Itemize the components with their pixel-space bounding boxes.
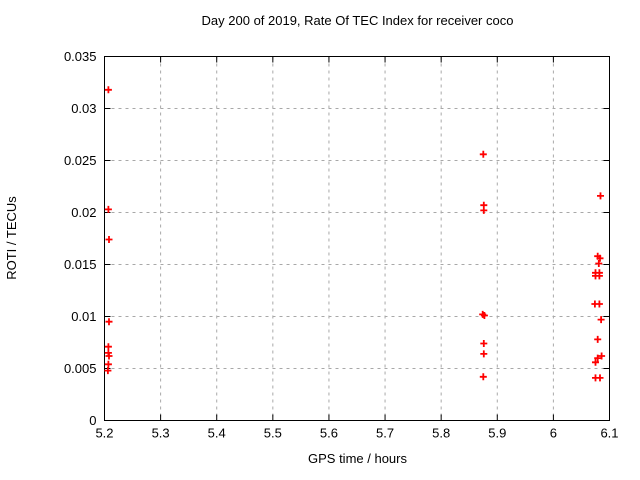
x-tick-label: 5.3 — [152, 426, 170, 441]
y-tick-label: 0 — [89, 413, 96, 428]
chart-title: Day 200 of 2019, Rate Of TEC Index for r… — [201, 13, 514, 28]
y-tick-label: 0.025 — [64, 153, 97, 168]
plot-border — [104, 56, 610, 421]
x-tick-label: 6 — [550, 426, 557, 441]
x-tick-label: 5.5 — [264, 426, 282, 441]
y-tick-label: 0.02 — [71, 205, 96, 220]
y-tick-label: 0.01 — [71, 309, 96, 324]
x-tick-label: 5.6 — [320, 426, 338, 441]
x-tick-label: 5.8 — [432, 426, 450, 441]
x-tick-label: 6.1 — [600, 426, 618, 441]
y-tick-label: 0.015 — [64, 257, 97, 272]
x-tick-label: 5.7 — [376, 426, 394, 441]
y-tick-label: 0.03 — [71, 101, 96, 116]
y-axis-label: ROTI / TECUs — [4, 196, 19, 280]
y-tick-label: 0.005 — [64, 361, 97, 376]
x-tick-label: 5.4 — [208, 426, 226, 441]
x-axis-label: GPS time / hours — [308, 451, 407, 466]
x-tick-label: 5.2 — [95, 426, 113, 441]
y-tick-label: 0.035 — [64, 49, 97, 64]
x-tick-label: 5.9 — [488, 426, 506, 441]
scatter-points — [104, 86, 606, 382]
